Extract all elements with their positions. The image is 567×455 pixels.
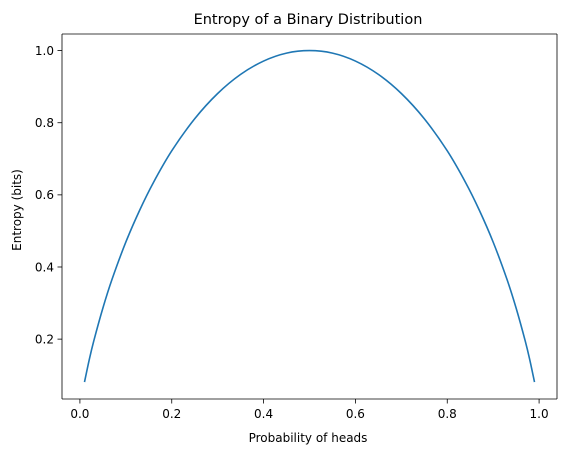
y-tick-label: 0.4 — [35, 260, 54, 274]
x-tick-label: 0.6 — [346, 407, 365, 421]
y-tick-label: 0.2 — [35, 332, 54, 346]
series-line-0 — [83, 49, 536, 383]
x-tick-label: 0.8 — [438, 407, 457, 421]
chart-title: Entropy of a Binary Distribution — [194, 12, 423, 28]
x-tick-label: 0.4 — [254, 407, 273, 421]
y-axis-label: Entropy (bits) — [10, 169, 24, 251]
y-tick-label: 1.0 — [35, 44, 54, 58]
x-tick-label: 0.0 — [70, 407, 89, 421]
x-axis-label: Probability of heads — [249, 431, 368, 445]
y-tick-label: 0.8 — [35, 116, 54, 130]
plot-area: 0.0 0.2 0.4 0.6 0.8 1.0 0.2 0.4 0.6 0.8 1.0 — [35, 33, 558, 421]
x-tick-label: 1.0 — [530, 407, 549, 421]
x-tick-label: 0.2 — [162, 407, 181, 421]
y-tick-label: 0.6 — [35, 188, 54, 202]
